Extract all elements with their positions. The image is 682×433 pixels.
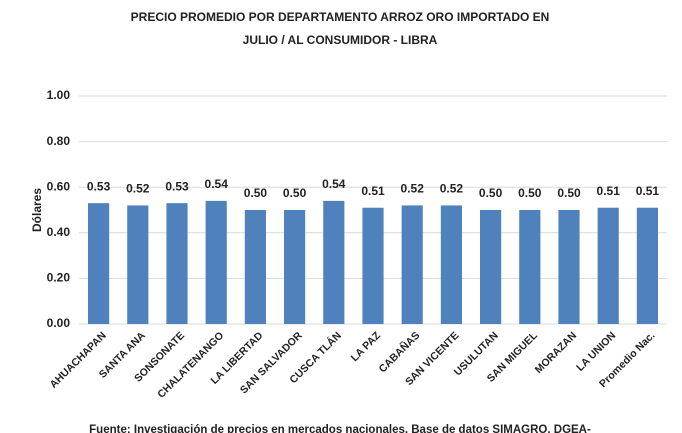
data-label: 0.52 (401, 182, 425, 196)
x-tick-label: LA PAZ (349, 329, 384, 364)
x-tick-label: CHALATENANGO (155, 330, 226, 401)
y-tick-label: 0.40 (47, 225, 71, 239)
bar (480, 210, 502, 324)
y-tick-label: 0.20 (47, 271, 71, 285)
data-label: 0.50 (283, 186, 307, 200)
data-label: 0.52 (126, 182, 150, 196)
data-label: 0.50 (244, 186, 268, 200)
data-label: 0.50 (479, 186, 503, 200)
data-label: 0.53 (165, 179, 189, 193)
chart-title: PRECIO PROMEDIO POR DEPARTAMENTO ARROZ O… (131, 10, 550, 24)
bar (127, 205, 149, 324)
bar (362, 207, 384, 324)
x-tick-label: AHUACHAPAN (48, 330, 109, 391)
bar (597, 207, 619, 324)
data-label: 0.50 (518, 186, 542, 200)
bar (519, 210, 541, 324)
bar (401, 205, 423, 324)
bar (323, 200, 345, 324)
bar (88, 203, 110, 324)
x-tick-label: MORAZAN (533, 330, 579, 376)
data-label: 0.54 (205, 177, 229, 191)
data-label: 0.54 (322, 177, 346, 191)
data-label: 0.51 (361, 184, 385, 198)
bar (558, 210, 580, 324)
y-tick-label: 0.00 (47, 316, 71, 330)
data-label: 0.53 (87, 179, 111, 193)
data-label: 0.51 (597, 184, 621, 198)
y-tick-label: 1.00 (47, 88, 71, 102)
source-note: Fuente: Investigación de precios en merc… (89, 424, 591, 433)
y-tick-label: 0.80 (47, 134, 71, 148)
bar (440, 205, 462, 324)
bar (166, 203, 188, 324)
chart-subtitle: JULIO / AL CONSUMIDOR - LIBRA (243, 33, 438, 47)
data-label: 0.51 (636, 184, 660, 198)
bar (636, 207, 658, 324)
data-label: 0.52 (440, 182, 464, 196)
data-label: 0.50 (557, 186, 581, 200)
bar (205, 200, 227, 324)
y-tick-label: 0.60 (47, 179, 71, 193)
y-axis-label: Dólares (30, 188, 44, 232)
bar (244, 210, 266, 324)
bar (284, 210, 306, 324)
